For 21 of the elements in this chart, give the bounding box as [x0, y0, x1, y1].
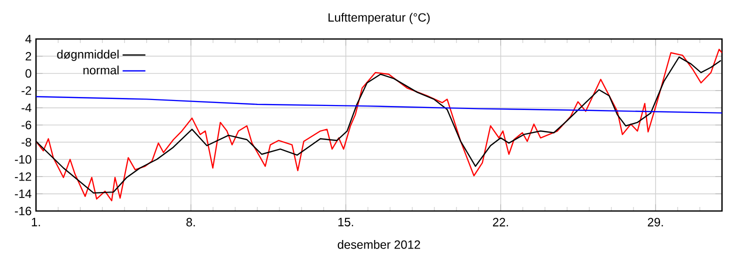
y-tick-label: 2	[26, 52, 32, 60]
x-tick-label: 1.	[32, 218, 40, 226]
legend-label: normal	[83, 66, 119, 74]
y-tick-label: -14	[14, 190, 32, 198]
y-tick-label: -8	[22, 138, 32, 146]
line-series	[36, 96, 722, 114]
x-tick-label: 22.	[492, 218, 508, 226]
y-tick-label: -6	[22, 120, 32, 130]
x-tick-label: 8.	[186, 218, 195, 226]
y-tick-label: 4	[25, 34, 32, 44]
x-tick-label: 15.	[338, 218, 354, 226]
y-tick-label: -2	[22, 86, 32, 95]
x-axis-title: desember 2012	[338, 240, 420, 249]
chart-title: Lufttemperatur (°C)	[328, 12, 430, 24]
y-tick-label: -12	[14, 172, 32, 181]
x-tick-label: 29.	[648, 218, 663, 226]
y-tick-label: 0	[26, 69, 32, 78]
y-tick-label: -4	[22, 104, 32, 112]
y-tick-label: -16	[14, 206, 32, 216]
legend-label: døgnmiddel	[57, 50, 119, 61]
y-tick-label: -10	[14, 155, 32, 164]
